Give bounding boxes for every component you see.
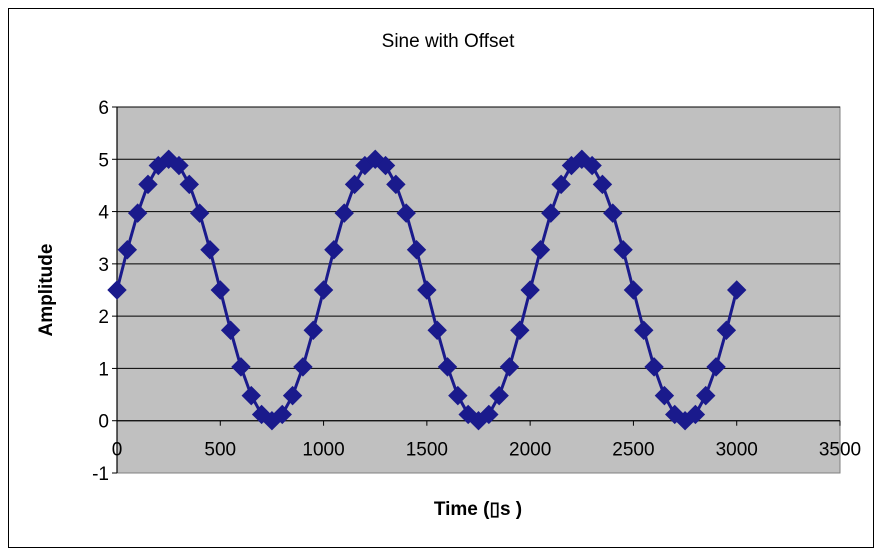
data-point [613,240,633,260]
y-tick-label: 0 [98,412,109,433]
data-point [220,320,241,340]
data-point [386,174,406,195]
x-tick-label: 2500 [612,440,654,461]
data-point [727,280,747,300]
data-point [634,320,654,340]
data-point [489,385,509,406]
x-tick-label: 1500 [406,440,448,461]
x-tick-labels: 0 500 1000 1500 2000 2500 3000 3500 [112,440,861,461]
data-point [210,280,230,300]
x-tick-label: 1000 [302,440,344,461]
data-point [293,357,313,377]
data-point [396,203,416,223]
data-point [479,404,499,425]
y-tick-label: 5 [98,150,109,171]
data-point [448,385,468,406]
x-tick-label: 500 [204,440,236,461]
y-tick-label: 2 [98,307,109,328]
y-tick-label: -1 [92,464,109,485]
data-point [582,155,602,176]
data-point [127,203,148,223]
data-point [324,240,344,260]
data-point [303,320,323,340]
data-point [541,203,561,223]
y-tick-labels: -1 0 1 2 3 4 5 6 [92,98,109,485]
data-point [406,240,427,260]
data-point [282,385,303,406]
data-point [623,280,644,300]
x-tick-label: 3500 [819,440,861,461]
data-point [592,174,613,195]
data-point [200,240,220,260]
y-axis-title: Amplitude [36,244,57,337]
data-point [530,240,551,260]
data-point [520,280,540,300]
data-point [169,155,189,176]
data-point [189,203,210,223]
x-tick-label: 2000 [509,440,551,461]
x-tick-label: 0 [112,440,123,461]
data-point [231,357,251,377]
data-point [644,357,664,377]
y-tick-label: 1 [98,359,109,380]
x-axis-title: Time (▯s ) [434,499,522,520]
data-point [551,174,571,195]
data-point [437,357,458,377]
chart-title: Sine with Offset [382,31,515,52]
data-point [334,203,354,223]
data-point [706,357,726,377]
data-point [654,385,675,406]
data-point [510,320,530,340]
data-point [417,280,437,300]
data-point [696,385,716,406]
data-point [344,174,365,195]
data-point [313,280,334,300]
data-point [499,357,520,377]
y-tick-label: 3 [98,255,109,276]
series-markers [107,149,747,431]
data-point [603,203,623,223]
y-tick-label: 4 [98,203,109,224]
data-point [117,240,138,260]
data-point [716,320,737,340]
data-point [107,280,127,300]
data-point [241,385,261,406]
data-point [427,320,447,340]
x-tick-label: 3000 [716,440,758,461]
data-point [138,174,158,195]
data-point [272,404,292,425]
data-point [375,155,396,176]
data-point [179,174,200,195]
data-point [685,404,706,425]
y-tick-label: 6 [98,98,109,119]
